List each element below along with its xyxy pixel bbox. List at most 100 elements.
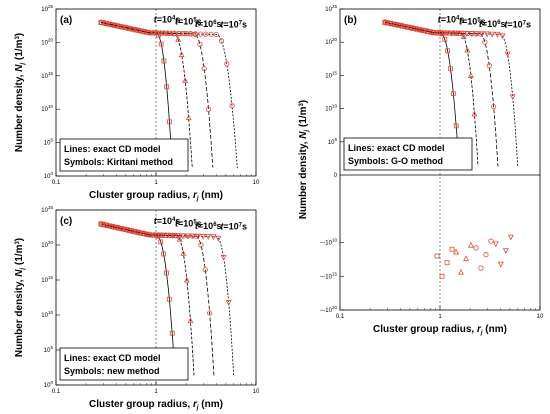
time-label-eq: =10	[198, 221, 213, 231]
data-point	[161, 251, 167, 257]
data-point	[492, 241, 499, 248]
x-axis-title-sub: j	[196, 405, 199, 411]
y-axis-title-unit-end: )	[298, 100, 309, 103]
time-label: t=104s	[154, 14, 181, 24]
data-point	[453, 248, 459, 255]
y-tick-exp: 25	[48, 4, 54, 9]
data-point	[118, 226, 125, 232]
time-label-t: t	[459, 17, 463, 27]
legend-symbols-text: Symbols: new method	[64, 366, 160, 376]
x-axis-title-unit: (nm)	[483, 324, 507, 335]
time-label: t=107s	[504, 19, 531, 29]
data-point	[417, 27, 424, 34]
y-tick-exp: 20	[332, 37, 338, 42]
y-axis-title-main: Number density,	[14, 72, 25, 152]
data-point	[145, 29, 151, 36]
data-point	[445, 48, 451, 54]
data-point	[174, 233, 181, 239]
data-point	[166, 30, 172, 36]
data-point	[164, 84, 170, 90]
data-point	[225, 300, 232, 306]
data-point	[167, 119, 172, 125]
y-tick-exp: 0	[50, 171, 53, 176]
time-label-exp: 5	[193, 219, 197, 225]
y-tick-base: 10	[41, 74, 48, 80]
data-point	[98, 19, 104, 25]
y-axis-title-unit-exp: 3	[15, 241, 21, 245]
y-tick-label: 1015	[41, 71, 53, 80]
y-axis-title: Number density, Nj (1/m3)	[298, 100, 310, 219]
time-label-unit: s	[481, 17, 486, 27]
time-label-eq: =10	[157, 14, 172, 24]
panel-label: (c)	[60, 216, 72, 227]
y-tick-label: 1025	[41, 4, 53, 13]
time-label-unit: s	[175, 14, 180, 24]
legend-box	[343, 137, 473, 171]
data-point	[392, 22, 399, 28]
y-tick-base: 10	[325, 73, 332, 79]
data-point	[164, 232, 171, 239]
y-tick-label: 105	[44, 138, 54, 147]
x-axis-title-main: Cluster group radius,	[89, 399, 193, 410]
series-3	[382, 19, 519, 268]
data-point	[483, 252, 489, 258]
data-point	[407, 25, 414, 32]
data-point	[154, 232, 161, 239]
legend-box	[59, 347, 189, 381]
data-point	[198, 242, 204, 248]
data-point	[448, 66, 453, 72]
data-point	[486, 63, 492, 69]
data-point	[133, 229, 140, 236]
y-axis-title-unit-end: )	[14, 238, 25, 241]
data-point	[443, 30, 450, 37]
series-line	[100, 223, 235, 377]
data-point	[113, 225, 120, 231]
data-point	[412, 26, 419, 33]
data-point	[169, 330, 175, 336]
y-axis-title-unit-exp: 3	[299, 103, 305, 107]
time-label-unit: s	[242, 19, 247, 29]
data-point	[463, 255, 469, 262]
y-tick-exp: 5	[50, 345, 53, 350]
data-point	[494, 31, 501, 38]
y-tick-exp: 10	[48, 310, 54, 315]
data-point	[229, 103, 235, 109]
y-axis-title-sub: j	[304, 130, 310, 133]
time-label-exp: 7	[239, 20, 243, 26]
y-axis-title-var: N	[298, 131, 309, 139]
data-point	[201, 66, 207, 72]
series-3	[98, 19, 238, 169]
time-label: t=106s	[479, 19, 506, 29]
data-point	[504, 51, 511, 58]
data-point	[200, 233, 207, 240]
time-label-exp: 7	[523, 20, 527, 26]
legend-lines-text: Lines: exact CD model	[348, 143, 445, 153]
time-label: t=107s	[220, 221, 247, 231]
y-axis-title: Number density, Nj (1/m3)	[14, 238, 26, 357]
time-label: t=106s	[195, 221, 222, 231]
y-tick-base: 10	[325, 7, 332, 13]
y-tick-exp: 15	[332, 70, 338, 75]
data-point	[479, 31, 486, 38]
time-label: t=105s	[175, 218, 202, 228]
data-point	[448, 30, 455, 37]
data-point	[140, 28, 146, 34]
x-tick-label: 1	[154, 180, 158, 186]
data-point	[184, 233, 191, 240]
y-tick-base: −-10	[320, 274, 333, 280]
y-tick-label: 1015	[41, 275, 53, 284]
x-tick-label: 0.1	[52, 180, 61, 186]
data-point	[176, 235, 183, 242]
y-tick-label: −-1015	[320, 271, 338, 280]
data-point	[467, 72, 474, 78]
y-tick-exp: 15	[48, 71, 54, 76]
y-tick-label: 0	[334, 173, 338, 179]
data-point	[213, 31, 219, 38]
y-tick-base: 10	[44, 141, 51, 147]
data-point	[382, 19, 388, 26]
data-point	[150, 30, 157, 36]
y-tick-base: 10	[41, 40, 48, 46]
data-point	[450, 91, 456, 97]
x-axis-title-sub: j	[196, 196, 199, 202]
